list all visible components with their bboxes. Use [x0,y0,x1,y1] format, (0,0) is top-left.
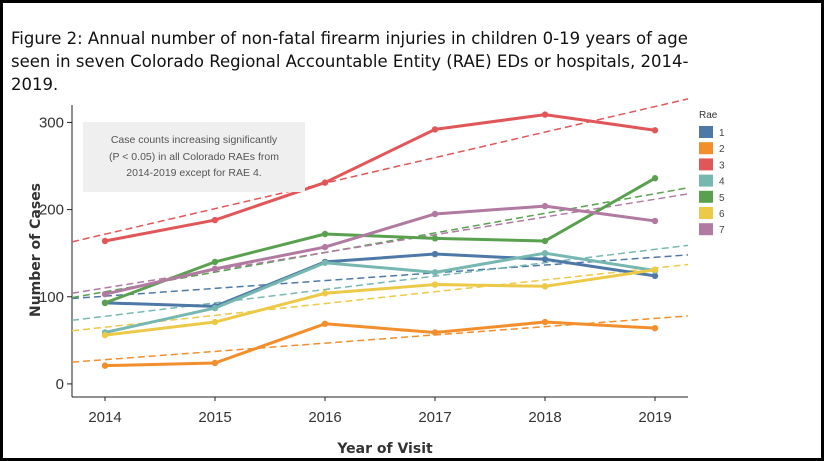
series-line-rae-4[interactable] [104,251,656,334]
series-line-rae-6[interactable] [104,268,656,337]
data-point-rae-2[interactable] [211,359,219,367]
y-axis: 0 100 200 300 [39,114,72,393]
data-point-rae-6[interactable] [541,283,549,290]
y-axis-title: Number of Cases [28,183,44,317]
chart-title: Figure 2: Annual number of non-fatal fir… [11,29,689,94]
legend-label-rae-7: 7 [719,225,725,236]
data-point-rae-1[interactable] [431,250,439,258]
data-point-rae-1[interactable] [541,256,549,263]
series-line-rae-2[interactable] [104,320,656,368]
trend-line-rae-2 [71,315,689,363]
data-point-rae-5[interactable] [651,175,659,182]
x-tick-label: 2018 [528,409,561,426]
data-point-rae-7[interactable] [541,202,549,210]
data-point-rae-5[interactable] [541,237,549,245]
annotation-box: Case counts increasing significantly (P … [83,122,305,192]
data-point-rae-3[interactable] [101,237,109,245]
data-point-rae-3[interactable] [651,127,659,134]
legend: Rae 1 2 3 4 5 6 7 [699,110,725,236]
legend-title: Rae [699,110,718,121]
x-tick-label: 2019 [638,409,671,426]
x-tick-label: 2014 [88,409,121,426]
legend-label-rae-2: 2 [719,144,725,155]
legend-label-rae-5: 5 [719,193,725,204]
data-point-rae-5[interactable] [101,299,109,307]
data-point-rae-5[interactable] [321,230,329,238]
data-point-rae-3[interactable] [211,216,219,224]
legend-label-rae-6: 6 [719,209,725,220]
data-point-rae-2[interactable] [541,318,549,326]
data-point-rae-1[interactable] [651,272,659,280]
x-axis: 2014 2015 2016 2017 2018 2019 [88,397,672,426]
data-point-rae-7[interactable] [651,217,659,225]
annotation-line-1: Case counts increasing significantly [111,134,278,146]
trend-line-rae-4 [71,244,689,322]
series-line-rae-5[interactable] [104,176,656,305]
data-point-rae-6[interactable] [431,281,439,288]
legend-swatch-rae-6 [699,207,713,219]
data-point-rae-7[interactable] [431,210,439,218]
legend-label-rae-4: 4 [719,177,725,188]
data-point-rae-2[interactable] [431,329,439,336]
data-point-rae-4[interactable] [431,269,439,276]
data-point-rae-2[interactable] [321,320,329,327]
data-point-rae-4[interactable] [541,249,549,257]
legend-swatch-rae-2 [699,142,713,155]
data-point-rae-7[interactable] [101,290,109,298]
data-point-rae-5[interactable] [211,258,219,266]
y-tick-label: 0 [56,376,64,393]
annotation-line-3: 2014-2019 except for RAE 4. [126,167,261,179]
trend-line-rae-1 [71,254,689,300]
data-point-rae-4[interactable] [321,259,329,266]
annotation-background [83,122,305,192]
data-point-rae-4[interactable] [211,304,219,312]
legend-swatch-rae-1 [699,126,713,138]
data-point-rae-3[interactable] [321,179,329,186]
y-tick-label: 100 [39,289,64,306]
legend-swatch-rae-3 [699,158,713,171]
data-point-rae-6[interactable] [101,331,109,339]
legend-swatch-rae-4 [699,174,713,187]
trend-line-rae-6 [71,263,689,332]
series-line-rae-1[interactable] [104,252,656,308]
y-tick-label: 300 [39,114,64,131]
data-point-rae-2[interactable] [651,324,659,332]
data-point-rae-3[interactable] [431,126,439,133]
data-point-rae-6[interactable] [651,266,659,273]
series-line-rae-7[interactable] [104,204,656,296]
data-point-rae-6[interactable] [211,318,219,326]
legend-swatch-rae-7 [699,223,713,236]
data-point-rae-2[interactable] [101,362,109,369]
data-point-rae-7[interactable] [211,265,219,273]
y-tick-label: 200 [39,202,64,219]
legend-swatch-rae-5 [699,190,713,203]
data-point-rae-7[interactable] [321,243,329,251]
trend-line-rae-3 [71,98,689,243]
x-tick-label: 2015 [198,409,231,426]
legend-label-rae-3: 3 [719,160,725,171]
series-line-rae-3[interactable] [104,113,656,243]
data-point-rae-5[interactable] [431,235,439,242]
x-axis-title: Year of Visit [336,441,433,457]
legend-label-rae-1: 1 [719,128,725,139]
x-tick-label: 2016 [308,409,341,426]
data-point-rae-3[interactable] [541,111,549,118]
data-point-rae-6[interactable] [321,290,329,297]
x-tick-label: 2017 [418,409,451,426]
annotation-line-2: (P < 0.05) in all Colorado RAEs from [109,151,279,163]
series-lines [101,111,659,369]
